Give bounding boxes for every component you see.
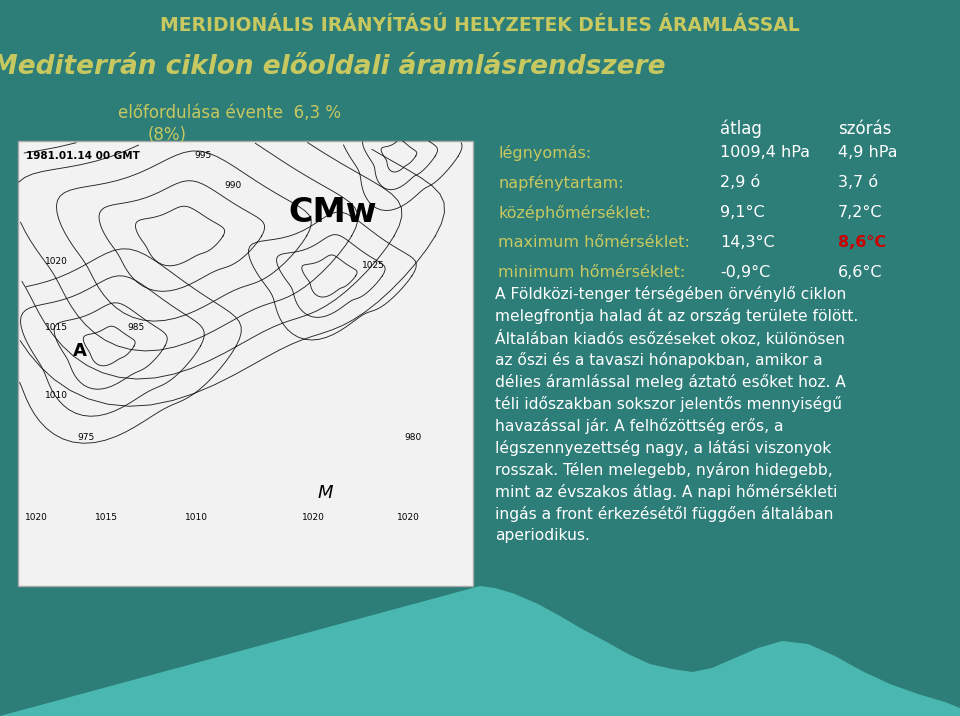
- Polygon shape: [0, 586, 960, 716]
- Text: középhőmérséklet:: középhőmérséklet:: [498, 205, 651, 221]
- Text: szórás: szórás: [838, 120, 892, 138]
- Text: 1981.01.14 00 GMT: 1981.01.14 00 GMT: [26, 151, 140, 161]
- Text: előfordulása évente  6,3 %: előfordulása évente 6,3 %: [118, 104, 341, 122]
- Text: maximum hőmérséklet:: maximum hőmérséklet:: [498, 235, 690, 250]
- Text: melegfrontja halad át az ország területe fölött.: melegfrontja halad át az ország területe…: [495, 308, 858, 324]
- Text: 1015: 1015: [94, 513, 117, 523]
- Text: A: A: [73, 342, 86, 360]
- Text: 1025: 1025: [362, 261, 384, 271]
- Text: 1020: 1020: [25, 513, 47, 523]
- Text: 1010: 1010: [44, 392, 67, 400]
- Text: M: M: [318, 484, 333, 502]
- Text: 985: 985: [128, 324, 145, 332]
- Text: mint az évszakos átlag. A napi hőmérsékleti: mint az évszakos átlag. A napi hőmérsékl…: [495, 484, 837, 500]
- Bar: [18, 141, 473, 586]
- Text: A Földközi-tenger térségében örvénylő ciklon: A Földközi-tenger térségében örvénylő ci…: [495, 286, 847, 302]
- Text: 1015: 1015: [44, 324, 67, 332]
- Text: 4,9 hPa: 4,9 hPa: [838, 145, 898, 160]
- Text: 1010: 1010: [184, 513, 207, 523]
- Text: 8,6°C: 8,6°C: [838, 235, 886, 250]
- Text: délies áramlással meleg áztató esőket hoz. A: délies áramlással meleg áztató esőket ho…: [495, 374, 846, 390]
- Text: 3,7 ó: 3,7 ó: [838, 175, 878, 190]
- Text: aperiodikus.: aperiodikus.: [495, 528, 589, 543]
- Text: -0,9°C: -0,9°C: [720, 265, 770, 280]
- Text: 2,9 ó: 2,9 ó: [720, 175, 760, 190]
- Text: 1020: 1020: [44, 256, 67, 266]
- Text: 6. Mediterrán ciklon előoldali áramlásrendszere: 6. Mediterrán ciklon előoldali áramlásre…: [0, 54, 665, 80]
- Text: az őszi és a tavaszi hónapokban, amikor a: az őszi és a tavaszi hónapokban, amikor …: [495, 352, 823, 368]
- Text: minimum hőmérséklet:: minimum hőmérséklet:: [498, 265, 685, 280]
- Polygon shape: [0, 586, 480, 716]
- Text: 7,2°C: 7,2°C: [838, 205, 882, 220]
- Text: 980: 980: [404, 433, 421, 442]
- Text: légszennyezettség nagy, a látási viszonyok: légszennyezettség nagy, a látási viszony…: [495, 440, 831, 456]
- Text: havazással jár. A felhőzöttség erős, a: havazással jár. A felhőzöttség erős, a: [495, 418, 783, 434]
- Text: 9,1°C: 9,1°C: [720, 205, 764, 220]
- Text: MERIDIONÁLIS IRÁNYÍTÁSÚ HELYZETEK DÉLIES ÁRAMLÁSSAL: MERIDIONÁLIS IRÁNYÍTÁSÚ HELYZETEK DÉLIES…: [160, 16, 800, 35]
- Text: légnyomás:: légnyomás:: [498, 145, 591, 161]
- Text: Általában kiadós esőzéseket okoz, különösen: Általában kiadós esőzéseket okoz, különö…: [495, 330, 845, 347]
- Text: ingás a front érkezésétől függően általában: ingás a front érkezésétől függően általá…: [495, 506, 833, 522]
- Text: 995: 995: [194, 152, 211, 160]
- Text: átlag: átlag: [720, 120, 762, 138]
- Text: (8%): (8%): [148, 126, 187, 144]
- Text: 6,6°C: 6,6°C: [838, 265, 882, 280]
- Text: rosszak. Télen melegebb, nyáron hidegebb,: rosszak. Télen melegebb, nyáron hidegebb…: [495, 462, 832, 478]
- Text: 975: 975: [78, 433, 95, 442]
- Text: 14,3°C: 14,3°C: [720, 235, 775, 250]
- Text: CMw: CMw: [288, 196, 376, 229]
- Text: 990: 990: [225, 181, 242, 190]
- Text: napfénytartam:: napfénytartam:: [498, 175, 624, 191]
- Text: 1020: 1020: [301, 513, 324, 523]
- Text: 1009,4 hPa: 1009,4 hPa: [720, 145, 810, 160]
- Text: 1020: 1020: [396, 513, 420, 523]
- Text: téli időszakban sokszor jelentős mennyiségű: téli időszakban sokszor jelentős mennyis…: [495, 396, 842, 412]
